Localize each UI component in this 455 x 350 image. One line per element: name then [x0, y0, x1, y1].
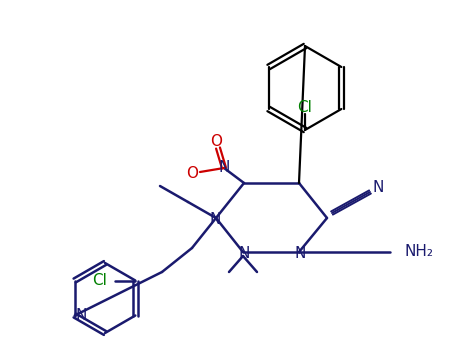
Text: O: O — [210, 133, 222, 148]
Text: Cl: Cl — [298, 100, 313, 116]
Text: Cl: Cl — [92, 273, 107, 288]
Text: NH₂: NH₂ — [404, 245, 433, 259]
Text: N: N — [209, 211, 221, 226]
Text: N: N — [294, 245, 306, 260]
Text: O: O — [186, 166, 198, 181]
Text: N: N — [75, 308, 86, 323]
Text: N: N — [218, 160, 230, 175]
Text: N: N — [238, 245, 250, 260]
Text: N: N — [372, 181, 384, 196]
